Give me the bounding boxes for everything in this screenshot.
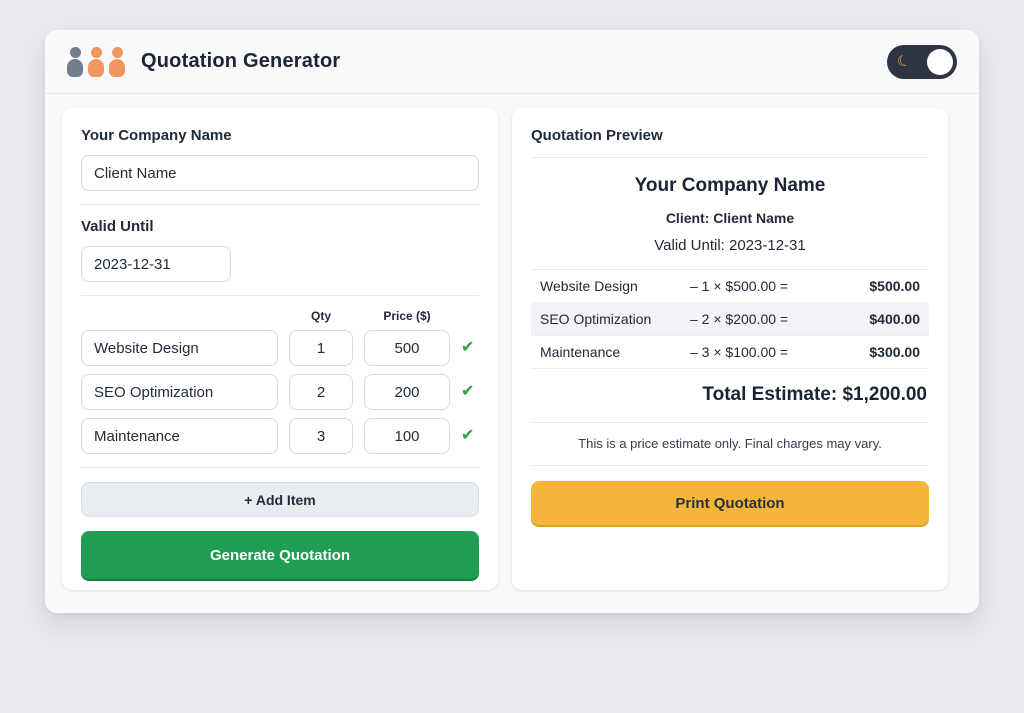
valid-check-icon: ✔ (461, 427, 475, 444)
preview-item-row: SEO Optimization – 2 × $200.00 = $400.00 (531, 303, 929, 336)
item-price-input[interactable] (364, 418, 450, 454)
qty-column-header: Qty (310, 309, 331, 323)
preview-valid-line: Valid Until: 2023-12-31 (654, 237, 806, 254)
preview-item-formula: – 1 × $500.00 = (690, 278, 789, 294)
item-price-input[interactable] (364, 330, 450, 366)
preview-item-amount: $400.00 (869, 311, 920, 327)
disclaimer-text: This is a price estimate only. Final cha… (531, 423, 929, 466)
divider (81, 467, 479, 468)
preview-item-formula: – 2 × $200.00 = (690, 311, 789, 327)
total-estimate: Total Estimate: $1,200.00 (531, 369, 929, 423)
person-orange-icon (88, 46, 104, 77)
item-qty-input[interactable] (289, 330, 353, 366)
item-row: ✔ (81, 418, 479, 454)
generate-quotation-button[interactable]: Generate Quotation (81, 531, 479, 579)
client-name-input[interactable] (81, 155, 479, 191)
toggle-knob[interactable] (927, 48, 953, 75)
divider (531, 269, 929, 270)
item-row: ✔ (81, 330, 479, 366)
preview-item-row: Website Design – 1 × $500.00 = $500.00 (531, 270, 929, 303)
preview-item-amount: $500.00 (869, 278, 920, 294)
item-price-input[interactable] (364, 374, 450, 410)
app-title: Quotation Generator (141, 50, 341, 72)
preview-item-amount: $300.00 (869, 344, 920, 360)
person-gray-icon (67, 46, 83, 77)
item-row: ✔ (81, 374, 479, 410)
preview-item-row: Maintenance – 3 × $100.00 = $300.00 (531, 336, 929, 369)
item-qty-input[interactable] (289, 374, 353, 410)
add-item-button[interactable]: + Add Item (81, 482, 479, 517)
quotation-form-panel: Your Company Name Valid Until Qty Price … (62, 108, 498, 590)
preview-item-name: Website Design (540, 278, 638, 294)
item-name-input[interactable] (81, 374, 278, 410)
divider (81, 295, 479, 296)
item-name-input[interactable] (81, 418, 278, 454)
moon-icon: ☾ (894, 51, 913, 72)
main-content: Your Company Name Valid Until Qty Price … (45, 94, 979, 590)
preview-client-line: Client: Client Name (665, 210, 795, 226)
quotation-preview-panel: Quotation Preview Your Company Name Clie… (512, 108, 948, 590)
valid-check-icon: ✔ (461, 339, 475, 356)
item-name-input[interactable] (81, 330, 278, 366)
item-qty-input[interactable] (289, 418, 353, 454)
preview-item-name: SEO Optimization (540, 311, 652, 327)
valid-check-icon: ✔ (461, 383, 475, 400)
person-orange-icon (109, 46, 125, 77)
items-header-row: Qty Price ($) (81, 309, 479, 323)
app-card: Quotation Generator ☾ Your Company Name … (45, 30, 979, 613)
divider (531, 157, 929, 158)
preview-item-formula: – 3 × $100.00 = (690, 344, 789, 360)
preview-item-name: Maintenance (540, 344, 621, 360)
valid-until-label: Valid Until (81, 218, 154, 235)
app-header: Quotation Generator ☾ (45, 30, 979, 94)
valid-until-input[interactable] (81, 246, 231, 282)
theme-toggle[interactable]: ☾ (887, 44, 957, 79)
preview-title: Quotation Preview (531, 127, 663, 144)
print-quotation-button[interactable]: Print Quotation (531, 481, 929, 525)
preview-company-name: Your Company Name (634, 175, 826, 196)
company-name-label: Your Company Name (81, 127, 232, 144)
people-logo-icon (67, 46, 125, 77)
price-column-header: Price ($) (383, 309, 431, 323)
divider (81, 204, 479, 205)
